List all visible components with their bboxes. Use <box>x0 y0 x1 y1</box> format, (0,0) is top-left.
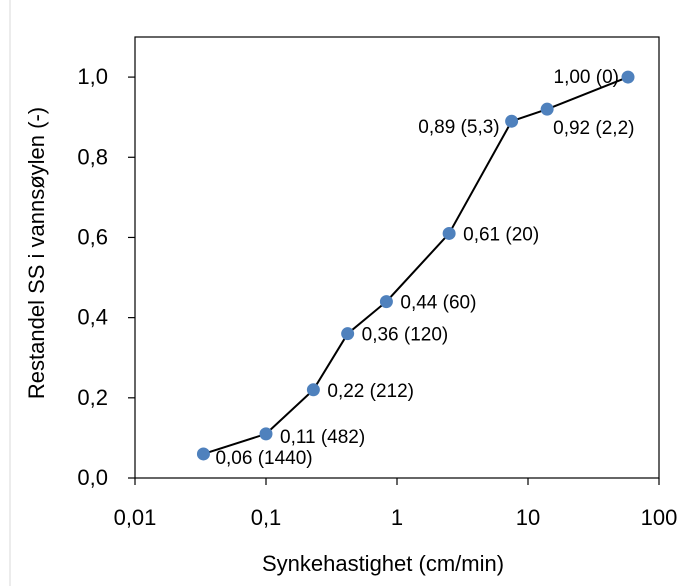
data-label: 0,89 (5,3) <box>418 117 499 138</box>
data-label: 0,92 (2,2) <box>553 118 634 139</box>
data-point <box>341 327 355 341</box>
data-label: 0,11 (482) <box>280 427 365 448</box>
y-axis: 0,0 0,2 0,4 0,6 0,8 1,0 <box>77 64 135 490</box>
data-point <box>196 447 210 461</box>
y-tick-label: 1,0 <box>77 64 108 89</box>
data-point <box>306 383 320 397</box>
y-tick-label: 0,4 <box>77 305 108 330</box>
data-label: 1,00 (0) <box>554 67 619 88</box>
data-label: 0,22 (212) <box>327 381 414 402</box>
data-point <box>442 226 456 240</box>
x-axis: 0,01 0,1 1 10 100 <box>114 478 678 530</box>
data-point <box>379 295 393 309</box>
x-tick-label: 0,01 <box>114 505 157 530</box>
data-point <box>540 102 554 116</box>
y-tick-label: 0,6 <box>77 224 108 249</box>
x-tick-label: 1 <box>391 505 403 530</box>
x-tick-label: 100 <box>641 505 678 530</box>
data-point <box>505 114 519 128</box>
data-label: 0,61 (20) <box>463 224 539 245</box>
data-points <box>196 70 635 461</box>
y-tick-label: 0,2 <box>77 385 108 410</box>
x-tick-label: 0,1 <box>251 505 282 530</box>
data-label: 0,44 (60) <box>400 293 476 314</box>
y-tick-label: 0,8 <box>77 144 108 169</box>
y-axis-title: Restandel SS i vannsøylen (-) <box>24 107 49 399</box>
data-label: 0,06 (1440) <box>215 448 312 469</box>
data-label: 0,36 (120) <box>362 325 449 346</box>
x-axis-title: Synkehastighet (cm/min) <box>262 551 504 576</box>
x-tick-label: 10 <box>516 505 540 530</box>
data-point <box>621 70 635 84</box>
data-point <box>259 427 273 441</box>
data-labels: 0,06 (1440)0,11 (482) 0,22 (212) 0,36 (120… <box>215 67 634 469</box>
y-tick-label: 0,0 <box>77 465 108 490</box>
